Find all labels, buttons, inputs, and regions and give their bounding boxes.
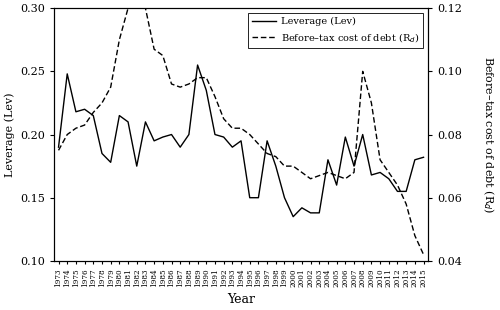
- Before–tax cost of debt (R$_d$): [220, 117, 226, 121]
- Before–tax cost of debt (R$_d$): [351, 170, 357, 174]
- Leverage (Lev): [204, 88, 210, 92]
- Before–tax cost of debt (R$_d$): [125, 6, 131, 10]
- Leverage (Lev): [238, 139, 244, 143]
- Before–tax cost of debt (R$_d$): [204, 76, 210, 80]
- Leverage (Lev): [82, 107, 87, 111]
- Before–tax cost of debt (R$_d$): [168, 82, 174, 86]
- Leverage (Lev): [116, 114, 122, 117]
- Line: Before–tax cost of debt (R$_d$): Before–tax cost of debt (R$_d$): [58, 2, 424, 255]
- Leverage (Lev): [299, 206, 305, 210]
- Before–tax cost of debt (R$_d$): [116, 38, 122, 42]
- Before–tax cost of debt (R$_d$): [334, 174, 340, 177]
- Leverage (Lev): [125, 120, 131, 124]
- Before–tax cost of debt (R$_d$): [134, 0, 140, 4]
- Leverage (Lev): [230, 145, 235, 149]
- Before–tax cost of debt (R$_d$): [256, 142, 262, 146]
- Before–tax cost of debt (R$_d$): [420, 253, 426, 256]
- Before–tax cost of debt (R$_d$): [360, 69, 366, 73]
- Before–tax cost of debt (R$_d$): [264, 152, 270, 155]
- Before–tax cost of debt (R$_d$): [386, 170, 392, 174]
- Before–tax cost of debt (R$_d$): [299, 170, 305, 174]
- Leverage (Lev): [64, 72, 70, 76]
- Leverage (Lev): [342, 135, 348, 139]
- Legend: Leverage (Lev), Before–tax cost of debt (R$_d$): Leverage (Lev), Before–tax cost of debt …: [248, 13, 423, 48]
- Leverage (Lev): [290, 215, 296, 219]
- Before–tax cost of debt (R$_d$): [64, 133, 70, 136]
- Before–tax cost of debt (R$_d$): [177, 85, 183, 89]
- Before–tax cost of debt (R$_d$): [82, 123, 87, 127]
- Leverage (Lev): [56, 145, 62, 149]
- Leverage (Lev): [160, 135, 166, 139]
- Leverage (Lev): [308, 211, 314, 215]
- Before–tax cost of debt (R$_d$): [186, 82, 192, 86]
- Leverage (Lev): [360, 133, 366, 136]
- Leverage (Lev): [142, 120, 148, 124]
- Leverage (Lev): [212, 133, 218, 136]
- X-axis label: Year: Year: [227, 293, 255, 306]
- Before–tax cost of debt (R$_d$): [56, 148, 62, 152]
- Leverage (Lev): [151, 139, 157, 143]
- Y-axis label: Leverage (Lev): Leverage (Lev): [4, 92, 14, 177]
- Leverage (Lev): [386, 177, 392, 181]
- Before–tax cost of debt (R$_d$): [194, 76, 200, 80]
- Before–tax cost of debt (R$_d$): [282, 164, 288, 168]
- Y-axis label: Before–tax cost of debt (R$_d$): Before–tax cost of debt (R$_d$): [481, 56, 496, 213]
- Leverage (Lev): [282, 196, 288, 200]
- Leverage (Lev): [134, 164, 140, 168]
- Before–tax cost of debt (R$_d$): [73, 126, 79, 130]
- Before–tax cost of debt (R$_d$): [377, 158, 383, 162]
- Leverage (Lev): [351, 164, 357, 168]
- Before–tax cost of debt (R$_d$): [412, 234, 418, 237]
- Line: Leverage (Lev): Leverage (Lev): [58, 65, 424, 217]
- Before–tax cost of debt (R$_d$): [108, 85, 114, 89]
- Before–tax cost of debt (R$_d$): [394, 183, 400, 187]
- Before–tax cost of debt (R$_d$): [342, 177, 348, 181]
- Before–tax cost of debt (R$_d$): [246, 133, 252, 136]
- Leverage (Lev): [246, 196, 252, 200]
- Leverage (Lev): [420, 155, 426, 159]
- Leverage (Lev): [177, 145, 183, 149]
- Before–tax cost of debt (R$_d$): [238, 126, 244, 130]
- Leverage (Lev): [186, 133, 192, 136]
- Leverage (Lev): [403, 189, 409, 193]
- Leverage (Lev): [316, 211, 322, 215]
- Leverage (Lev): [325, 158, 331, 162]
- Leverage (Lev): [90, 114, 96, 117]
- Leverage (Lev): [220, 135, 226, 139]
- Before–tax cost of debt (R$_d$): [290, 164, 296, 168]
- Before–tax cost of debt (R$_d$): [325, 170, 331, 174]
- Leverage (Lev): [99, 152, 105, 155]
- Before–tax cost of debt (R$_d$): [160, 54, 166, 57]
- Before–tax cost of debt (R$_d$): [142, 6, 148, 10]
- Before–tax cost of debt (R$_d$): [316, 174, 322, 177]
- Leverage (Lev): [264, 139, 270, 143]
- Leverage (Lev): [334, 183, 340, 187]
- Before–tax cost of debt (R$_d$): [230, 126, 235, 130]
- Before–tax cost of debt (R$_d$): [99, 101, 105, 105]
- Leverage (Lev): [256, 196, 262, 200]
- Leverage (Lev): [412, 158, 418, 162]
- Leverage (Lev): [168, 133, 174, 136]
- Before–tax cost of debt (R$_d$): [90, 111, 96, 114]
- Leverage (Lev): [394, 189, 400, 193]
- Leverage (Lev): [73, 110, 79, 114]
- Before–tax cost of debt (R$_d$): [273, 155, 279, 158]
- Leverage (Lev): [273, 164, 279, 168]
- Before–tax cost of debt (R$_d$): [308, 177, 314, 181]
- Before–tax cost of debt (R$_d$): [151, 47, 157, 51]
- Before–tax cost of debt (R$_d$): [212, 95, 218, 99]
- Leverage (Lev): [108, 161, 114, 164]
- Before–tax cost of debt (R$_d$): [403, 202, 409, 206]
- Leverage (Lev): [368, 173, 374, 177]
- Before–tax cost of debt (R$_d$): [368, 101, 374, 105]
- Leverage (Lev): [377, 170, 383, 174]
- Leverage (Lev): [194, 63, 200, 67]
